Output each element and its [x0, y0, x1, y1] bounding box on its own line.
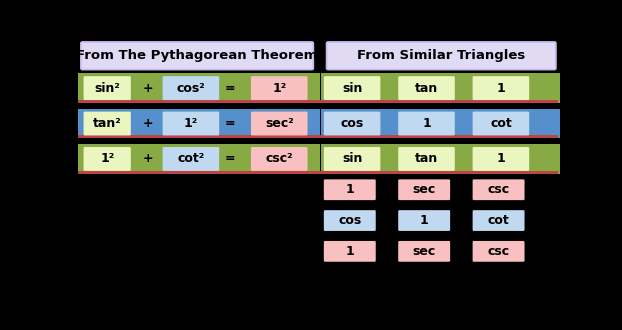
- FancyBboxPatch shape: [162, 76, 219, 100]
- FancyBboxPatch shape: [324, 180, 376, 200]
- Text: +: +: [142, 82, 153, 95]
- Text: tan²: tan²: [93, 117, 121, 130]
- Text: 1: 1: [345, 245, 354, 258]
- FancyBboxPatch shape: [473, 210, 524, 231]
- Text: tan: tan: [415, 82, 438, 95]
- Text: From The Pythagorean Theorem: From The Pythagorean Theorem: [77, 49, 318, 62]
- FancyBboxPatch shape: [83, 76, 131, 100]
- FancyBboxPatch shape: [473, 180, 524, 200]
- Text: cos²: cos²: [177, 82, 205, 95]
- Text: csc²: csc²: [266, 152, 293, 165]
- Bar: [78, 100, 559, 103]
- Text: 1: 1: [496, 82, 505, 95]
- Text: cot²: cot²: [177, 152, 205, 165]
- Text: =: =: [225, 82, 235, 95]
- FancyBboxPatch shape: [162, 112, 219, 136]
- FancyBboxPatch shape: [473, 241, 524, 262]
- FancyBboxPatch shape: [398, 210, 450, 231]
- FancyBboxPatch shape: [473, 76, 529, 100]
- FancyBboxPatch shape: [81, 42, 313, 70]
- Text: 1²: 1²: [183, 117, 198, 130]
- Bar: [78, 74, 320, 103]
- FancyBboxPatch shape: [398, 180, 450, 200]
- Text: sec: sec: [412, 183, 436, 196]
- FancyBboxPatch shape: [324, 241, 376, 262]
- Bar: [321, 144, 560, 174]
- Text: tan: tan: [415, 152, 438, 165]
- Text: sec: sec: [412, 245, 436, 258]
- Text: cot: cot: [490, 117, 512, 130]
- FancyBboxPatch shape: [473, 112, 529, 136]
- Text: csc: csc: [488, 183, 509, 196]
- Text: 1: 1: [422, 117, 431, 130]
- Text: 1: 1: [496, 152, 505, 165]
- Text: +: +: [142, 152, 153, 165]
- FancyBboxPatch shape: [324, 112, 381, 136]
- FancyBboxPatch shape: [473, 147, 529, 171]
- Text: sec²: sec²: [265, 117, 294, 130]
- Text: csc: csc: [488, 245, 509, 258]
- Bar: [321, 74, 560, 103]
- FancyBboxPatch shape: [398, 76, 455, 100]
- FancyBboxPatch shape: [324, 147, 381, 171]
- Text: =: =: [225, 117, 235, 130]
- FancyBboxPatch shape: [251, 147, 307, 171]
- Bar: [78, 109, 320, 138]
- Bar: [78, 144, 320, 174]
- FancyBboxPatch shape: [251, 112, 307, 136]
- Bar: [321, 109, 560, 138]
- Text: sin²: sin²: [95, 82, 120, 95]
- Text: sin: sin: [342, 82, 362, 95]
- FancyBboxPatch shape: [162, 147, 219, 171]
- FancyBboxPatch shape: [324, 210, 376, 231]
- FancyBboxPatch shape: [398, 241, 450, 262]
- FancyBboxPatch shape: [324, 76, 381, 100]
- Bar: [81, 43, 313, 69]
- Text: +: +: [142, 117, 153, 130]
- Bar: [78, 135, 559, 138]
- Text: cos: cos: [340, 117, 364, 130]
- FancyBboxPatch shape: [398, 147, 455, 171]
- Bar: [78, 171, 559, 174]
- Text: =: =: [225, 152, 235, 165]
- Text: cos: cos: [338, 214, 361, 227]
- Text: 1²: 1²: [100, 152, 114, 165]
- Text: 1: 1: [420, 214, 429, 227]
- Text: 1: 1: [345, 183, 354, 196]
- FancyBboxPatch shape: [83, 147, 131, 171]
- Text: 1²: 1²: [272, 82, 286, 95]
- FancyBboxPatch shape: [83, 112, 131, 136]
- FancyBboxPatch shape: [398, 112, 455, 136]
- Text: sin: sin: [342, 152, 362, 165]
- FancyBboxPatch shape: [251, 76, 307, 100]
- Text: cot: cot: [488, 214, 509, 227]
- Text: From Similar Triangles: From Similar Triangles: [357, 49, 526, 62]
- FancyBboxPatch shape: [327, 42, 556, 70]
